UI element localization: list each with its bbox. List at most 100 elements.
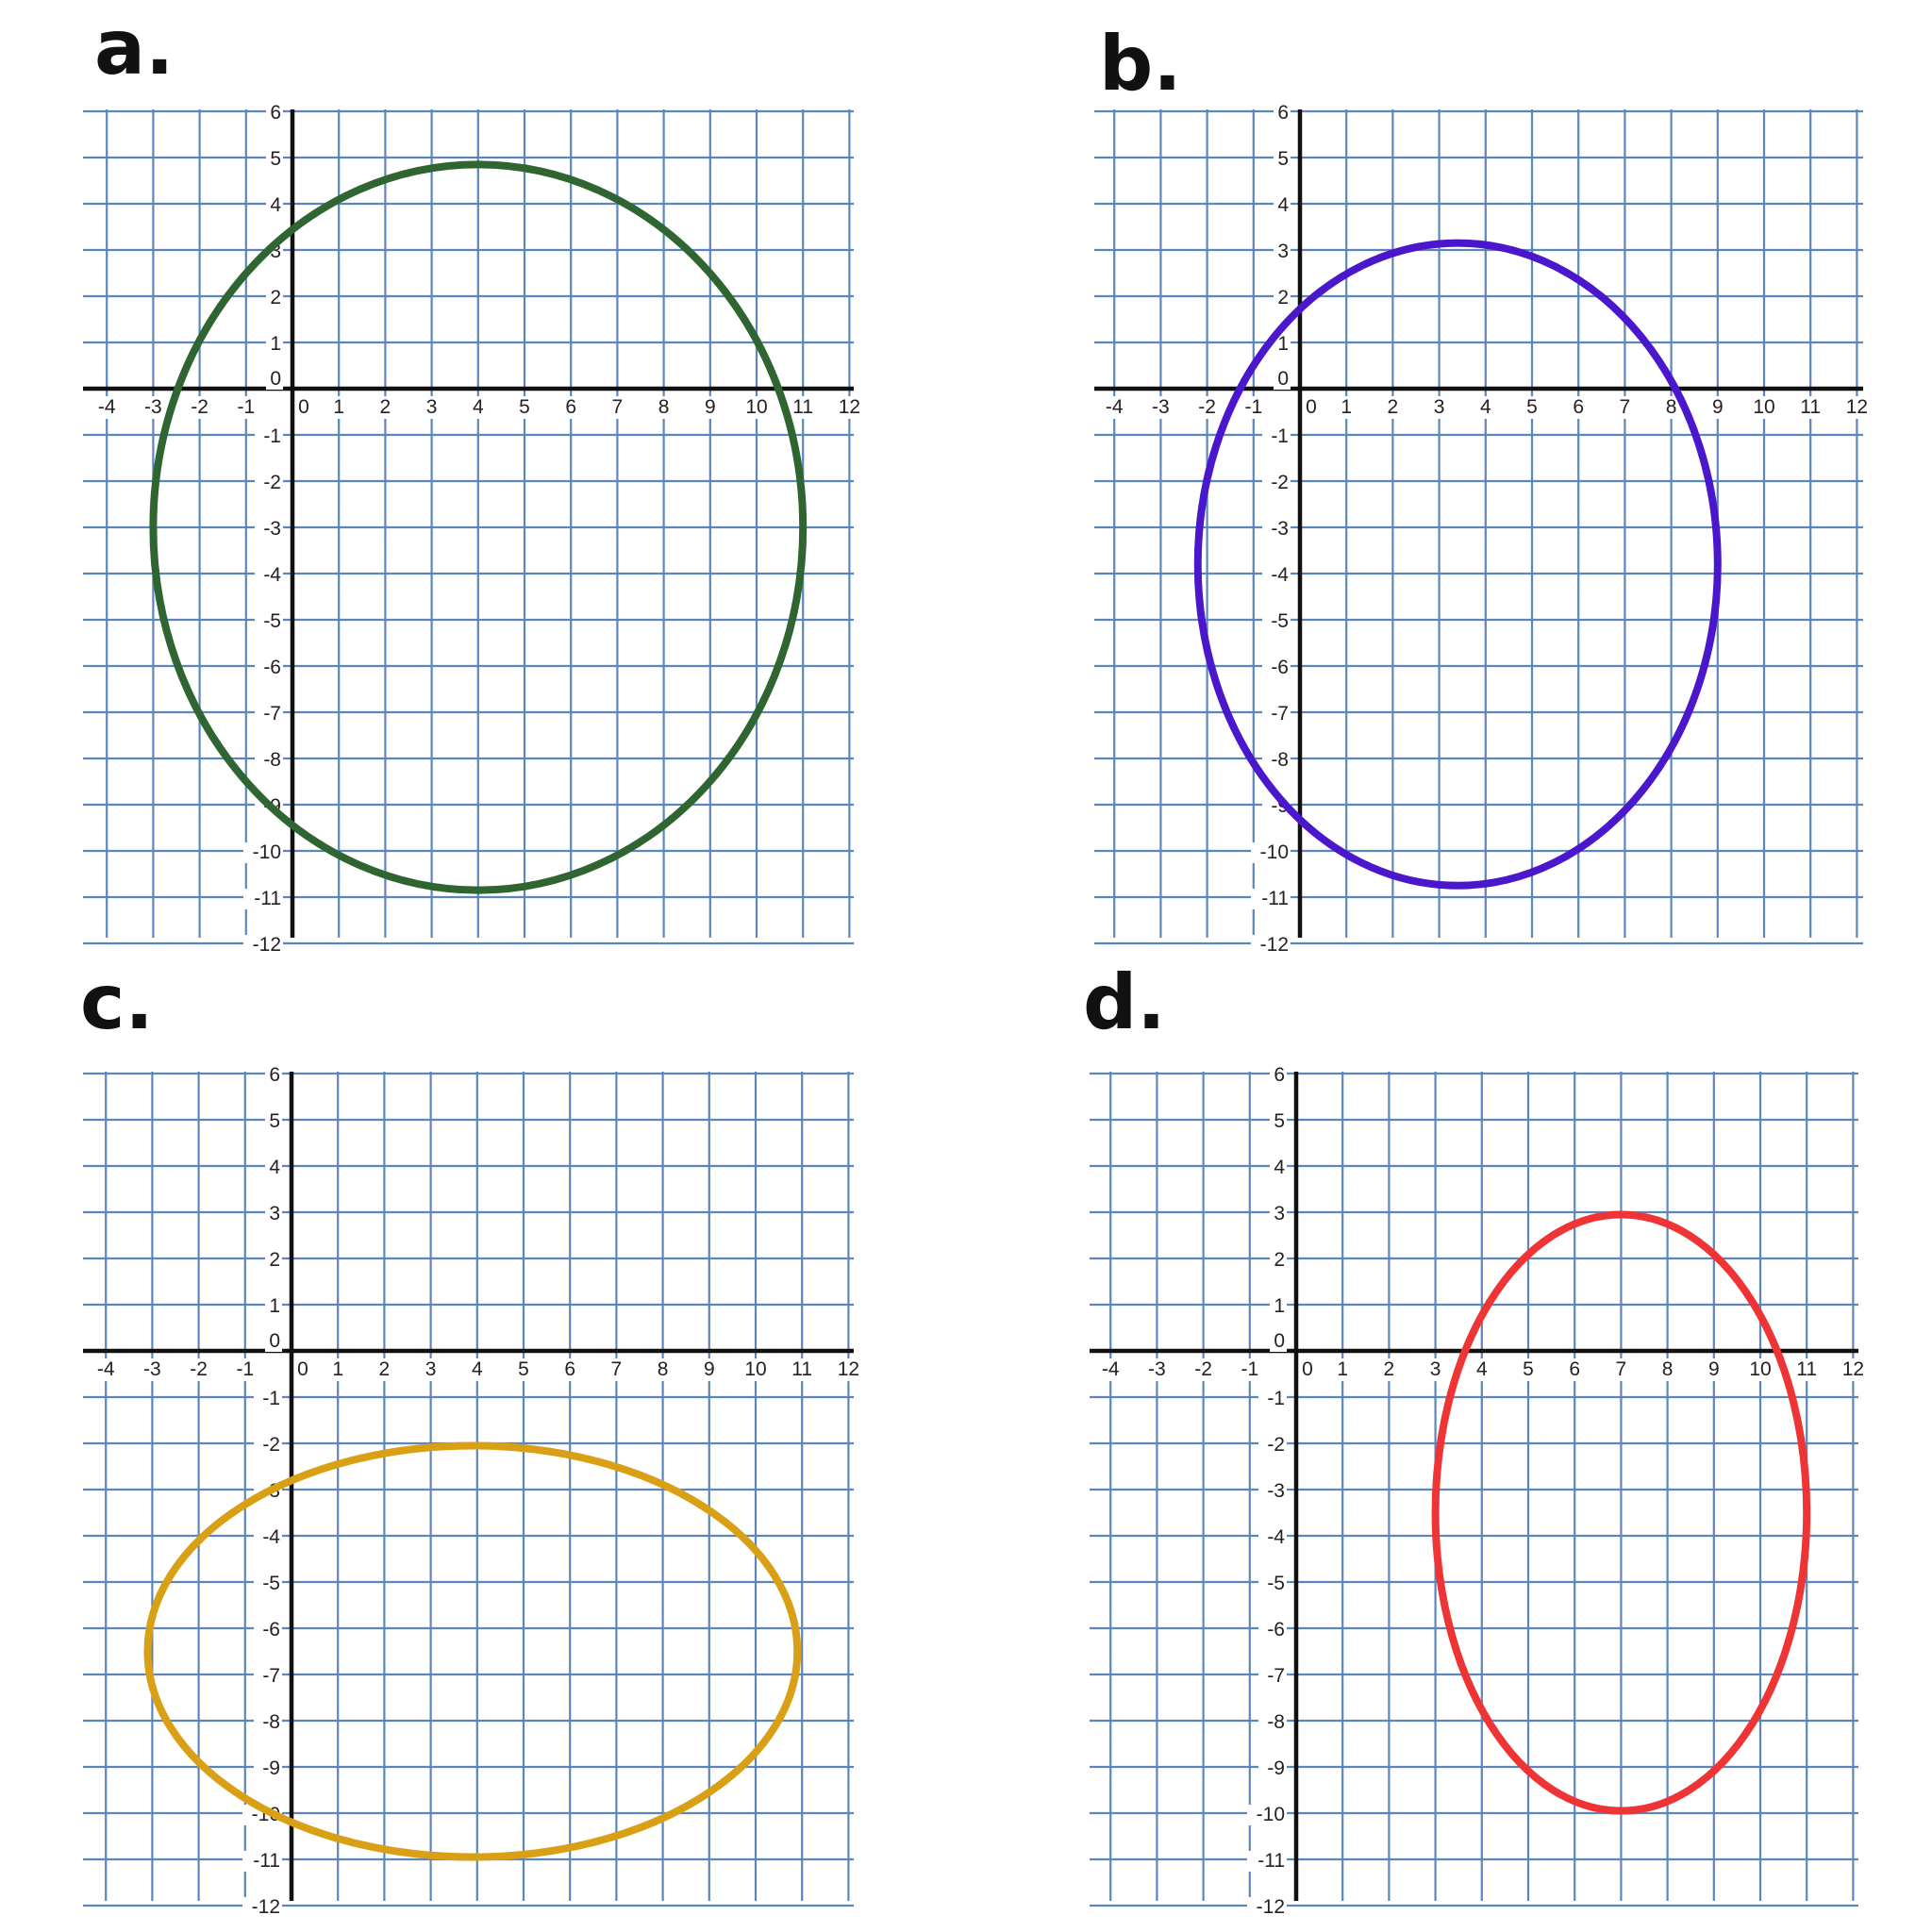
tick-label-bg xyxy=(1477,396,1493,419)
tick-label-bg xyxy=(655,1358,671,1381)
tick-label-bg xyxy=(1143,1358,1171,1381)
tick-label-bg xyxy=(790,396,817,419)
tick-label-bg xyxy=(255,704,283,724)
y-tick-label: -1 xyxy=(262,1388,280,1409)
x-tick-label: 11 xyxy=(1796,1358,1817,1380)
x-tick-label: 11 xyxy=(791,1358,812,1380)
y-tick-label: 4 xyxy=(1277,194,1289,216)
tick-label-bg xyxy=(1258,1712,1287,1733)
tick-label-bg xyxy=(1097,1358,1124,1381)
tick-label-bg xyxy=(1101,396,1128,419)
tick-label-bg xyxy=(1747,1358,1774,1381)
y-tick-label: -7 xyxy=(263,703,281,724)
tick-label-bg xyxy=(1335,1358,1351,1381)
tick-label-bg xyxy=(1385,396,1401,419)
tick-label-bg xyxy=(1147,396,1174,419)
tick-label-bg xyxy=(266,149,283,170)
tick-label-bg xyxy=(242,1897,282,1918)
y-tick-label: -1 xyxy=(1271,425,1289,447)
tick-label-bg xyxy=(1567,1358,1583,1381)
tick-label-bg xyxy=(254,1758,282,1779)
chart-panel-c: c.-4 -3 -2 -1 0 1 2 3 4 5 6 7 8 9 10 11 126543210-1-2-3-… xyxy=(80,958,862,1918)
tick-label-bg xyxy=(1247,1851,1287,1872)
x-tick-label: 6 xyxy=(1573,396,1584,418)
y-tick-label: -5 xyxy=(263,610,281,632)
tick-label-bg xyxy=(296,396,311,419)
tick-label-bg xyxy=(1474,1358,1490,1381)
x-tick-label: -2 xyxy=(1194,1358,1212,1380)
x-tick-label: 4 xyxy=(473,396,484,418)
tick-label-bg xyxy=(702,396,718,419)
y-tick-label: 4 xyxy=(270,194,281,216)
y-tick-label: -7 xyxy=(262,1665,280,1687)
x-tick-label: 6 xyxy=(565,396,576,418)
tick-label-bg xyxy=(1274,103,1291,124)
y-tick-label: 2 xyxy=(1277,287,1289,308)
x-tick-label: 1 xyxy=(333,396,344,418)
x-tick-label: 7 xyxy=(612,396,624,418)
y-tick-label: 5 xyxy=(1274,1110,1285,1132)
x-tick-label: 5 xyxy=(1526,396,1538,418)
tick-label-bg xyxy=(1751,396,1777,419)
x-tick-label: 10 xyxy=(745,396,767,418)
y-tick-label: 2 xyxy=(269,1249,280,1271)
tick-label-bg xyxy=(609,396,625,419)
ellipse-series xyxy=(143,1441,802,1861)
tick-label-bg xyxy=(254,1666,282,1687)
x-tick-label: 5 xyxy=(1523,1358,1534,1380)
tick-label-bg xyxy=(836,396,863,419)
tick-label-bg xyxy=(1262,611,1291,632)
tick-label-bg xyxy=(516,1358,531,1381)
tick-label-bg xyxy=(1193,396,1221,419)
x-tick-label: 0 xyxy=(1302,1358,1313,1380)
y-tick-label: -3 xyxy=(263,518,281,540)
tick-label-bg xyxy=(243,889,283,909)
y-tick-label: -6 xyxy=(262,1619,280,1641)
tick-label-bg xyxy=(1251,842,1291,863)
tick-label-bg xyxy=(656,396,672,419)
x-tick-label: 9 xyxy=(1712,396,1724,418)
tick-label-bg xyxy=(255,426,283,447)
panel-label: d. xyxy=(1083,958,1166,1046)
tick-label-bg xyxy=(608,1358,625,1381)
x-tick-label: 3 xyxy=(425,1358,437,1380)
y-tick-label: -4 xyxy=(263,564,281,586)
tick-label-bg xyxy=(295,1358,310,1381)
tick-label-bg xyxy=(254,1574,282,1594)
x-tick-label: 11 xyxy=(1800,396,1821,418)
tick-label-bg xyxy=(255,565,283,586)
x-tick-label: 10 xyxy=(744,1358,766,1380)
tick-label-bg xyxy=(93,396,121,419)
x-tick-label: 0 xyxy=(1306,396,1317,418)
tick-label-bg xyxy=(1659,1358,1675,1381)
y-tick-label: 0 xyxy=(1277,368,1289,390)
x-tick-label: 1 xyxy=(1341,396,1352,418)
y-tick-label: 2 xyxy=(270,287,281,308)
tick-label-bg xyxy=(265,1296,282,1317)
x-tick-label: -2 xyxy=(191,396,208,418)
y-tick-label: -6 xyxy=(263,657,281,678)
x-tick-label: 0 xyxy=(297,1358,308,1380)
tick-label-bg xyxy=(254,1435,282,1456)
tick-label-bg xyxy=(1262,426,1291,447)
ellipse-series xyxy=(149,160,808,894)
ellipse-series xyxy=(1193,239,1722,890)
tick-label-bg xyxy=(185,1358,212,1381)
y-tick-label: -8 xyxy=(263,749,281,771)
tick-label-bg xyxy=(424,396,440,419)
y-tick-label: -3 xyxy=(1271,518,1289,540)
y-tick-label: -8 xyxy=(1267,1711,1285,1733)
tick-label-bg xyxy=(92,1358,120,1381)
tick-label-bg xyxy=(186,396,213,419)
tick-label-bg xyxy=(1251,935,1291,956)
x-tick-label: 2 xyxy=(380,396,391,418)
x-tick-label: -1 xyxy=(1244,396,1262,418)
tick-label-bg xyxy=(376,1358,392,1381)
y-tick-label: 5 xyxy=(270,148,281,170)
chart-panel-a: a.-4 -3 -2 -1 0 1 2 3 4 5 6 7 8 9 10 11 126543210-1-2-3-… xyxy=(83,4,863,956)
y-tick-label: -9 xyxy=(262,1757,280,1779)
y-tick-label: -11 xyxy=(1261,888,1289,909)
tick-label-bg xyxy=(265,1204,282,1224)
tick-label-bg xyxy=(254,1527,282,1548)
tick-label-bg xyxy=(789,1358,816,1381)
